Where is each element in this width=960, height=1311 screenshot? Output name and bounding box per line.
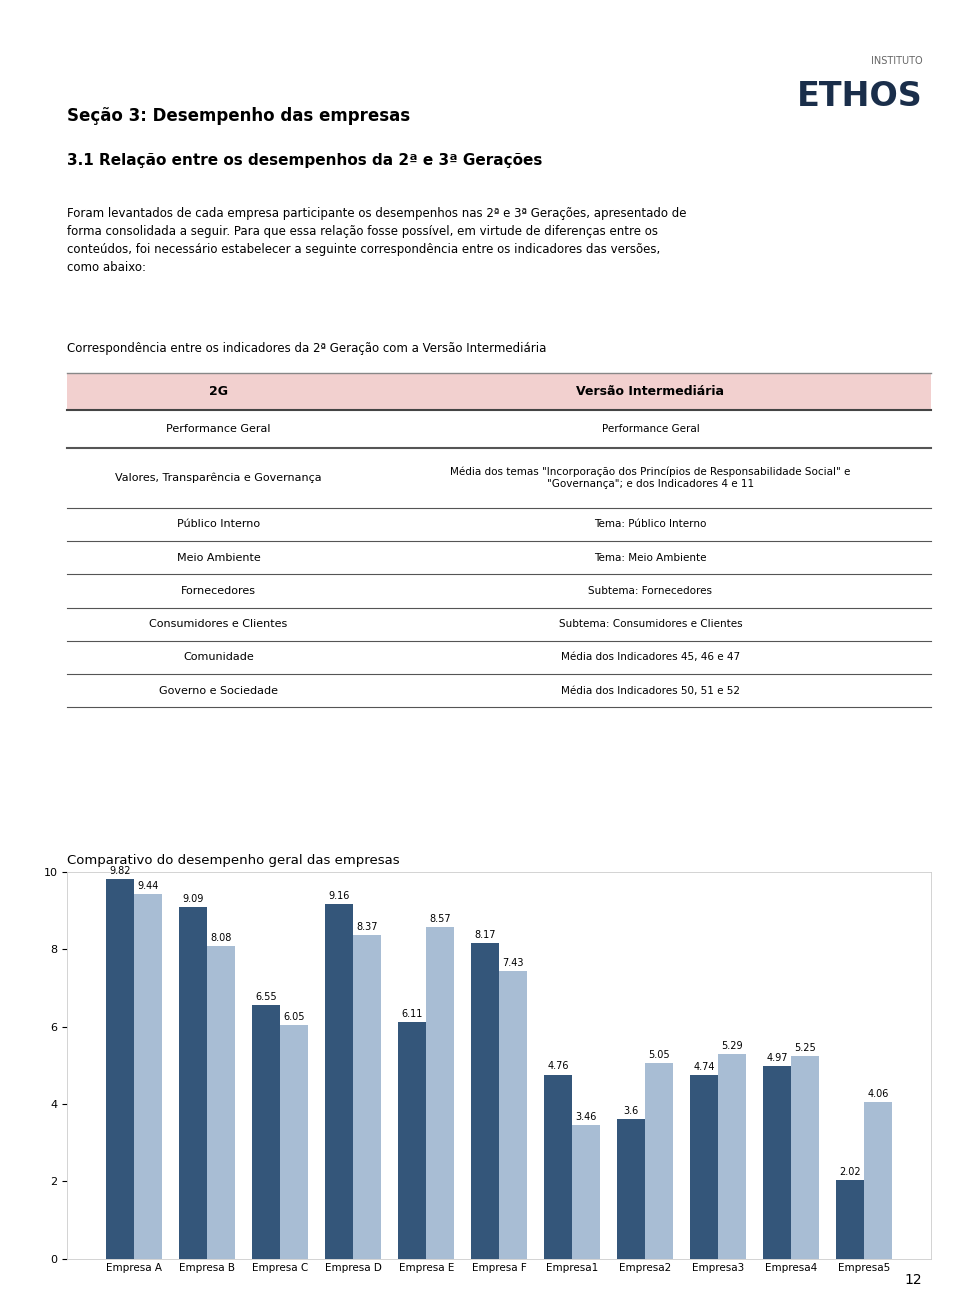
Text: 9.82: 9.82 [109, 865, 132, 876]
Text: Performance Geral: Performance Geral [166, 423, 271, 434]
Text: 7.43: 7.43 [502, 958, 524, 969]
Text: 9.09: 9.09 [182, 894, 204, 905]
Bar [645, 1063, 673, 1259]
Text: 9.44: 9.44 [137, 881, 158, 890]
Text: 2G: 2G [209, 385, 228, 399]
Text: Tema: Público Interno: Tema: Público Interno [594, 519, 707, 530]
Bar [617, 1120, 645, 1259]
Bar [280, 1025, 308, 1259]
Bar [544, 1075, 572, 1259]
Text: 3.46: 3.46 [575, 1112, 597, 1122]
Text: 4.06: 4.06 [868, 1088, 889, 1099]
Bar [763, 1066, 791, 1259]
Text: Média dos Indicadores 50, 51 e 52: Média dos Indicadores 50, 51 e 52 [561, 686, 740, 696]
Text: 6.05: 6.05 [283, 1012, 305, 1021]
Text: ETHOS: ETHOS [797, 80, 923, 113]
Text: 4.76: 4.76 [547, 1062, 569, 1071]
Text: 5.29: 5.29 [721, 1041, 743, 1051]
Text: Comunidade: Comunidade [183, 653, 253, 662]
Text: Média dos Indicadores 45, 46 e 47: Média dos Indicadores 45, 46 e 47 [561, 653, 740, 662]
Bar [864, 1101, 892, 1259]
Text: Subtema: Fornecedores: Subtema: Fornecedores [588, 586, 712, 597]
Bar [252, 1006, 280, 1259]
Text: Performance Geral: Performance Geral [602, 423, 699, 434]
Text: Média dos temas "Incorporação dos Princípios de Responsabilidade Social" e
"Gove: Média dos temas "Incorporação dos Princí… [450, 467, 851, 489]
Text: Correspondência entre os indicadores da 2ª Geração com a Versão Intermediária: Correspondência entre os indicadores da … [67, 342, 546, 355]
Bar [426, 927, 454, 1259]
Text: 3.6: 3.6 [624, 1106, 639, 1116]
Bar [180, 907, 207, 1259]
Text: 5.05: 5.05 [648, 1050, 670, 1061]
Text: Subtema: Consumidores e Clientes: Subtema: Consumidores e Clientes [559, 619, 742, 629]
Bar [107, 878, 134, 1259]
Text: 8.17: 8.17 [474, 929, 496, 940]
Text: Versão Intermediária: Versão Intermediária [576, 385, 725, 399]
Bar [718, 1054, 746, 1259]
Text: Governo e Sociedade: Governo e Sociedade [159, 686, 277, 696]
Bar [207, 947, 235, 1259]
Bar [353, 935, 381, 1259]
Text: Público Interno: Público Interno [177, 519, 260, 530]
Bar [134, 894, 162, 1259]
Text: Seção 3: Desempenho das empresas: Seção 3: Desempenho das empresas [67, 106, 410, 125]
Text: 4.97: 4.97 [767, 1053, 788, 1063]
Text: 3.1 Relação entre os desempenhos da 2ª e 3ª Gerações: 3.1 Relação entre os desempenhos da 2ª e… [67, 153, 542, 168]
Text: INSTITUTO: INSTITUTO [871, 56, 923, 67]
Bar [325, 905, 353, 1259]
Bar [572, 1125, 600, 1259]
Text: 6.55: 6.55 [255, 992, 277, 1002]
Bar [791, 1055, 819, 1259]
Text: 2.02: 2.02 [839, 1167, 861, 1177]
Text: Consumidores e Clientes: Consumidores e Clientes [149, 619, 288, 629]
Text: Foram levantados de cada empresa participante os desempenhos nas 2ª e 3ª Geraçõe: Foram levantados de cada empresa partici… [67, 207, 686, 274]
Text: Tema: Meio Ambiente: Tema: Meio Ambiente [594, 553, 707, 562]
Bar [67, 374, 931, 410]
Text: 12: 12 [904, 1273, 922, 1287]
Text: 4.74: 4.74 [693, 1062, 715, 1072]
Text: Fornecedores: Fornecedores [180, 586, 256, 597]
Text: Valores, Transparência e Governança: Valores, Transparência e Governança [115, 472, 322, 482]
Text: Meio Ambiente: Meio Ambiente [177, 553, 260, 562]
Text: 8.57: 8.57 [429, 914, 451, 924]
Text: 6.11: 6.11 [401, 1009, 423, 1019]
Text: 9.16: 9.16 [328, 891, 350, 902]
Bar [398, 1023, 426, 1259]
Bar [499, 971, 527, 1259]
Bar [836, 1180, 864, 1259]
Bar [690, 1075, 718, 1259]
Text: 5.25: 5.25 [794, 1042, 816, 1053]
Text: 8.08: 8.08 [210, 933, 231, 943]
Text: 8.37: 8.37 [356, 922, 378, 932]
Text: Comparativo do desempenho geral das empresas: Comparativo do desempenho geral das empr… [67, 853, 399, 867]
Bar [471, 943, 499, 1259]
